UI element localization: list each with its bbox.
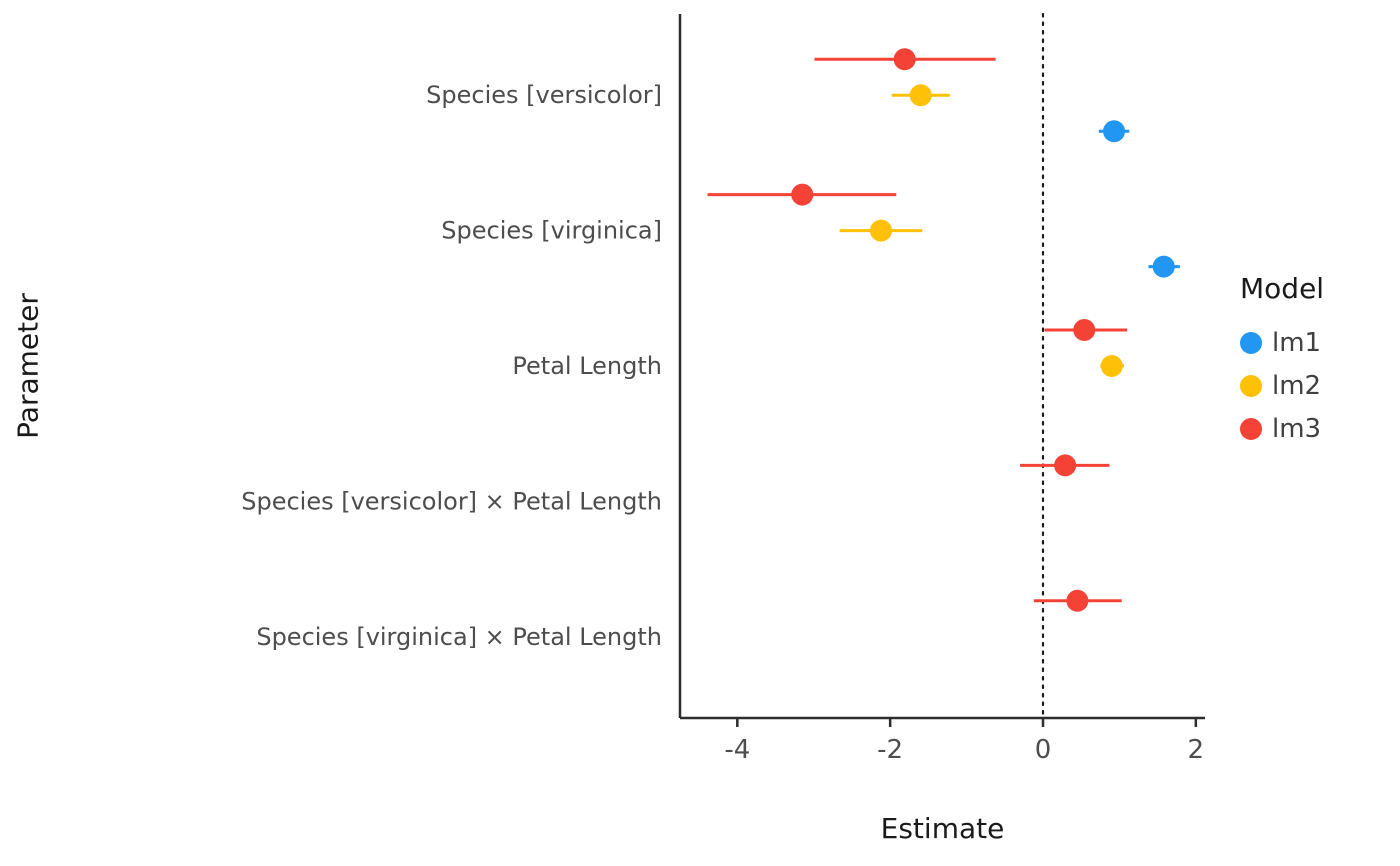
- point-lm1: [1152, 255, 1175, 278]
- point-lm2: [1100, 355, 1123, 377]
- legend-title: Model: [1240, 272, 1325, 305]
- x-axis-title: Estimate: [880, 812, 1005, 845]
- y-category-label: Species [versicolor] × Petal Length: [241, 487, 662, 515]
- legend-label-lm3: lm3: [1272, 413, 1322, 444]
- point-lm2: [909, 84, 932, 107]
- x-tick-label: -2: [877, 735, 903, 765]
- legend-key-dot-lm3: [1240, 417, 1262, 440]
- y-category-label: Species [virginica] × Petal Length: [256, 623, 662, 651]
- legend: Model lm1 lm2 lm3: [1240, 272, 1324, 450]
- x-tick-label: -4: [724, 735, 750, 765]
- legend-item-lm3: lm3: [1240, 407, 1324, 450]
- point-lm3: [893, 48, 916, 71]
- x-tick-label: 2: [1188, 735, 1205, 765]
- y-category-label: Species [virginica]: [441, 217, 662, 245]
- y-axis-title: Parameter: [11, 293, 45, 439]
- y-category-label: Species [versicolor]: [426, 81, 662, 109]
- legend-item-lm2: lm2: [1240, 364, 1324, 407]
- point-lm3: [791, 183, 814, 206]
- point-lm3: [1073, 319, 1096, 341]
- legend-key-dot-lm2: [1240, 374, 1262, 397]
- legend-key-dot-lm1: [1240, 331, 1262, 354]
- x-tick-label: 0: [1035, 735, 1052, 765]
- legend-label-lm1: lm1: [1272, 327, 1322, 358]
- point-lm1: [1103, 120, 1126, 143]
- legend-label-lm2: lm2: [1272, 370, 1322, 401]
- point-lm3: [1054, 454, 1077, 477]
- legend-item-lm1: lm1: [1240, 321, 1324, 364]
- y-category-label: Petal Length: [512, 352, 662, 380]
- point-lm2: [869, 219, 892, 242]
- point-lm3: [1066, 589, 1089, 612]
